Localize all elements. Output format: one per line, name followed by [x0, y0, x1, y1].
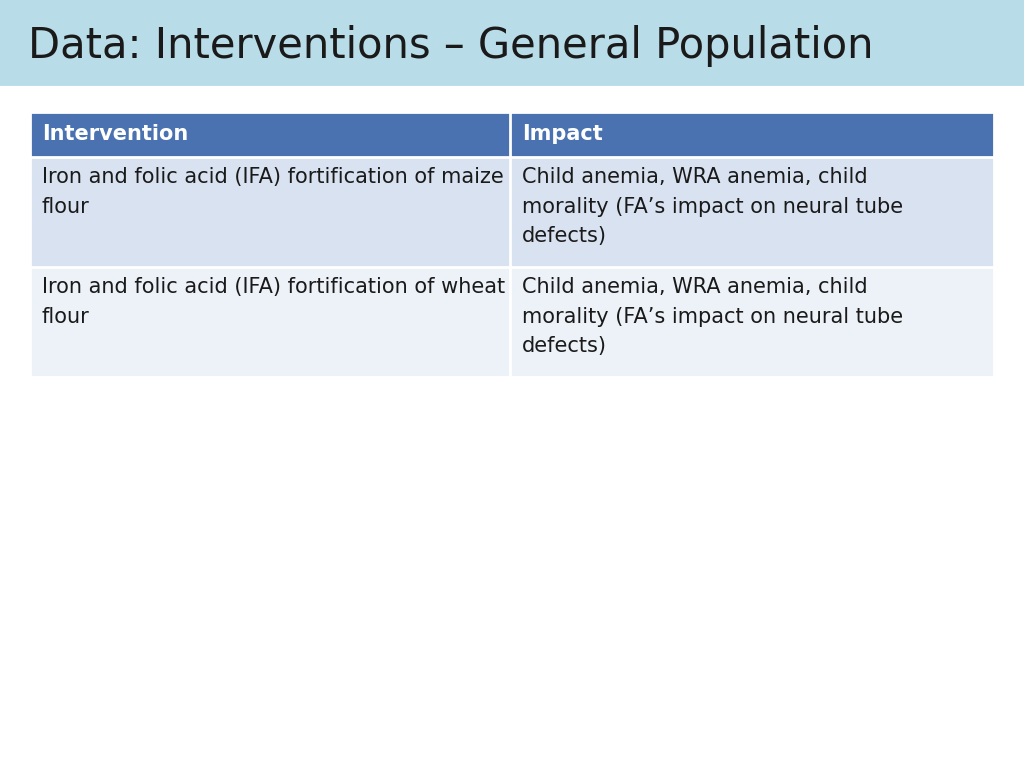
FancyBboxPatch shape [0, 88, 1024, 768]
FancyBboxPatch shape [0, 0, 1024, 88]
Text: Child anemia, WRA anemia, child
morality (FA’s impact on neural tube
defects): Child anemia, WRA anemia, child morality… [522, 277, 903, 356]
Text: Iron and folic acid (IFA) fortification of maize
flour: Iron and folic acid (IFA) fortification … [42, 167, 504, 217]
Text: Child anemia, WRA anemia, child
morality (FA’s impact on neural tube
defects): Child anemia, WRA anemia, child morality… [522, 167, 903, 247]
Text: Data: Interventions – General Population: Data: Interventions – General Population [28, 25, 873, 67]
FancyBboxPatch shape [30, 157, 994, 267]
Text: Impact: Impact [522, 124, 603, 144]
FancyBboxPatch shape [30, 112, 994, 157]
Text: Intervention: Intervention [42, 124, 188, 144]
Text: Iron and folic acid (IFA) fortification of wheat
flour: Iron and folic acid (IFA) fortification … [42, 277, 505, 326]
FancyBboxPatch shape [30, 267, 994, 377]
